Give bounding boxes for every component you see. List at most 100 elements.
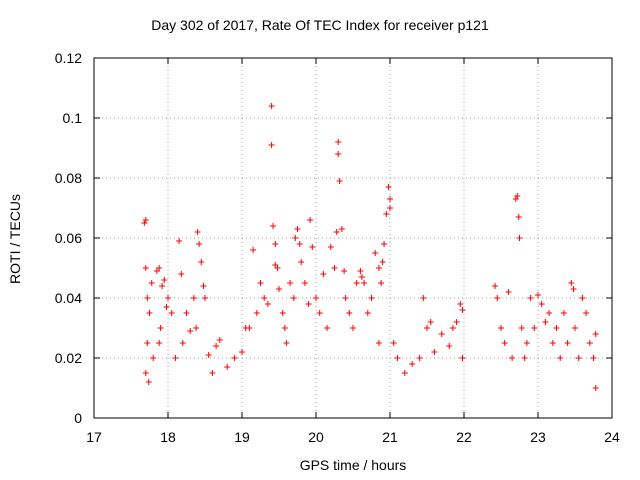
data-point — [590, 355, 597, 361]
data-point — [183, 310, 190, 316]
axis-ticks: 17 18 19 20 21 22 23 24 0 0.02 0.04 0.06 0.08 0.1 0.12 — [55, 50, 620, 445]
data-point — [387, 196, 393, 202]
data-point — [178, 271, 185, 277]
data-point — [268, 142, 275, 148]
y-axis-label: ROTI / TECUs — [7, 194, 23, 284]
data-point — [301, 280, 308, 286]
data-point — [394, 355, 401, 361]
data-point — [549, 340, 556, 346]
data-point — [316, 310, 323, 316]
data-point — [196, 241, 203, 247]
data-point — [292, 235, 299, 241]
data-point — [327, 244, 334, 250]
data-point — [150, 355, 157, 361]
x-tick-label: 20 — [308, 429, 324, 445]
data-point — [546, 310, 553, 316]
data-points — [141, 103, 599, 391]
data-point — [338, 226, 345, 232]
data-point — [358, 274, 365, 280]
data-point — [446, 343, 453, 349]
data-point — [579, 295, 586, 301]
data-point — [148, 280, 155, 286]
data-point — [190, 295, 197, 301]
y-tick-label: 0.06 — [55, 230, 82, 246]
data-point — [156, 265, 163, 271]
data-point — [163, 304, 170, 310]
data-point — [298, 259, 305, 265]
data-point — [557, 355, 564, 361]
data-point — [257, 280, 264, 286]
data-point — [505, 289, 512, 295]
data-point — [341, 268, 348, 274]
x-tick-label: 21 — [382, 429, 398, 445]
data-point — [357, 268, 364, 274]
data-point — [535, 292, 541, 298]
data-point — [516, 235, 523, 241]
data-point — [333, 229, 340, 235]
data-point — [231, 355, 238, 361]
data-point — [368, 295, 375, 301]
data-point — [272, 241, 279, 247]
data-point — [335, 151, 342, 157]
data-point — [261, 295, 268, 301]
data-point — [144, 340, 151, 346]
y-tick-label: 0.02 — [55, 350, 82, 366]
data-point — [364, 310, 371, 316]
data-point — [157, 325, 164, 331]
data-point — [250, 247, 257, 253]
data-point — [570, 286, 577, 292]
data-point — [142, 217, 149, 223]
data-point — [239, 349, 245, 355]
data-point — [296, 241, 303, 247]
data-point — [205, 352, 212, 358]
y-tick-label: 0.04 — [55, 290, 82, 306]
data-point — [498, 325, 504, 331]
data-point — [145, 379, 152, 385]
data-point — [198, 259, 205, 265]
data-point — [209, 370, 216, 376]
data-point — [523, 340, 530, 346]
data-point — [431, 349, 438, 355]
data-point — [142, 370, 149, 376]
data-point — [224, 364, 231, 370]
data-point — [320, 271, 327, 277]
data-point — [381, 241, 388, 247]
data-point — [494, 295, 501, 301]
data-point — [457, 301, 464, 307]
data-point — [193, 325, 200, 331]
x-tick-label: 19 — [234, 429, 250, 445]
data-point — [385, 184, 392, 190]
data-point — [453, 319, 460, 325]
y-tick-label: 0.08 — [55, 170, 82, 186]
data-point — [353, 280, 360, 286]
data-point — [568, 280, 575, 286]
data-point — [586, 340, 593, 346]
data-point — [560, 310, 567, 316]
chart-title: Day 302 of 2017, Rate Of TEC Index for r… — [151, 17, 489, 33]
data-point — [518, 325, 525, 331]
data-point — [276, 286, 282, 292]
data-point — [409, 361, 416, 367]
data-point — [144, 295, 151, 301]
data-point — [514, 193, 521, 199]
data-point — [378, 280, 385, 286]
data-point — [290, 295, 297, 301]
data-point — [564, 340, 571, 346]
data-point — [161, 277, 168, 283]
data-point — [216, 337, 223, 343]
data-point — [459, 307, 466, 313]
data-point — [515, 214, 522, 220]
data-point — [253, 310, 260, 316]
y-tick-label: 0.1 — [63, 110, 83, 126]
data-point — [283, 340, 290, 346]
data-point — [246, 325, 253, 331]
data-point — [294, 226, 301, 232]
data-point — [527, 295, 534, 301]
data-point — [313, 295, 319, 301]
data-point — [575, 355, 582, 361]
data-point — [307, 217, 314, 223]
data-point — [512, 196, 519, 202]
x-tick-label: 18 — [160, 429, 176, 445]
x-tick-label: 17 — [86, 429, 102, 445]
